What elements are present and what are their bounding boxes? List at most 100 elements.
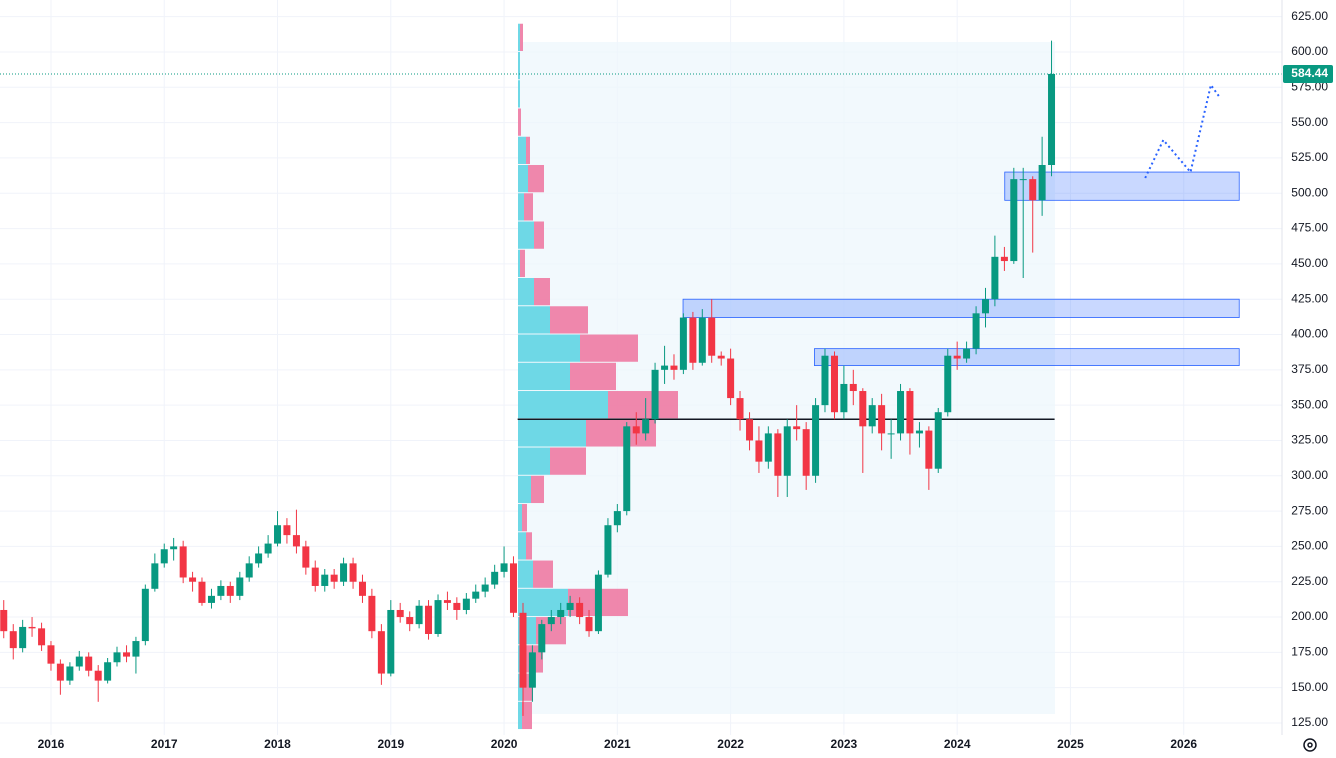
profile-down [526,136,530,164]
candle-body [604,525,612,575]
y-tick-label: 350.00 [1291,397,1328,411]
y-tick-label: 550.00 [1291,115,1328,129]
y-tick-label: 225.00 [1291,574,1328,588]
candle-body [1010,179,1018,262]
x-tick-label: 2022 [717,737,744,751]
candle-body [141,588,149,642]
profile-up [518,23,520,51]
y-tick-label: 175.00 [1291,645,1328,659]
candle-body [321,574,329,586]
candle-body [613,511,621,526]
candle-body [547,617,555,625]
profile-up [518,136,526,164]
candle-body [28,626,36,629]
candle-body [264,543,272,554]
candle-body [274,525,282,544]
profile-up [518,447,550,475]
candle-body [56,663,64,681]
candle-body [0,609,8,632]
profile-up [518,391,608,419]
candle-body [642,419,650,434]
y-tick-label: 300.00 [1291,468,1328,482]
candle-body [453,602,461,610]
candle-body [897,391,905,434]
x-tick-label: 2023 [831,737,858,751]
candle-body [585,617,593,632]
candle-body [443,600,451,603]
candle-body [132,641,140,657]
candle-body [830,355,838,413]
profile-up [518,51,520,80]
profile-down [534,278,550,306]
candle-body [179,546,187,578]
x-tick-label: 2018 [264,737,291,751]
profile-down [526,532,532,560]
gear-ring [1303,738,1317,752]
candle-body [764,433,772,462]
candle-body [934,412,942,469]
candle-body [944,355,952,413]
candle-body [170,546,178,550]
profile-down [550,447,586,475]
profile-down [522,504,527,532]
y-tick-label: 275.00 [1291,503,1328,517]
candle-body [255,553,263,564]
candle-body [746,419,754,441]
profile-up [518,249,520,278]
candle-body [670,365,678,370]
candle-body [528,652,536,688]
candle-body [736,398,744,420]
x-tick-label: 2017 [151,737,178,751]
y-tick-label: 450.00 [1291,256,1328,270]
candle-body [491,571,499,585]
candle-body [9,631,17,649]
x-tick-label: 2024 [944,737,971,751]
candle-body [189,577,197,582]
profile-down [528,164,544,193]
y-tick-label: 325.00 [1291,433,1328,447]
profile-down [580,334,638,362]
profile-down [534,221,544,249]
candle-body [963,348,971,359]
candle-body [689,317,697,363]
candle-body [340,563,348,582]
candle-body [462,598,470,610]
gear-hub [1307,742,1313,748]
profile-down [520,249,525,278]
candle-body [925,430,933,469]
candle-body [377,631,385,674]
candle-body [94,670,102,681]
y-tick-label: 475.00 [1291,221,1328,235]
candle-body [868,405,876,427]
candle-body [708,317,716,356]
profile-up [518,362,570,391]
profile-up [518,475,531,504]
candle-body [793,426,801,430]
last-price-box [1283,64,1333,83]
candle-body [160,549,168,564]
y-tick-label: 500.00 [1291,185,1328,199]
zone [814,348,1240,366]
profile-down [523,673,533,701]
y-tick-label: 375.00 [1291,362,1328,376]
candle-body [66,666,74,681]
candle-body [906,391,914,434]
candle-body [887,433,895,435]
y-tick-label: 425.00 [1291,291,1328,305]
profile-down [522,701,532,730]
profile-up [518,560,533,588]
candle-body [1029,179,1037,201]
y-tick-label: 125.00 [1291,715,1328,729]
candle-body [104,662,112,681]
candle-body [755,440,763,462]
last-price-label: 584.44 [1291,66,1328,80]
profile-up [518,193,524,221]
profile-up [518,306,550,334]
candle-body [717,355,725,359]
candle-body [509,563,517,613]
settings-icon[interactable] [1303,738,1317,752]
candle-body [415,605,423,625]
x-tick-label: 2026 [1170,737,1197,751]
candle-body [698,317,706,363]
